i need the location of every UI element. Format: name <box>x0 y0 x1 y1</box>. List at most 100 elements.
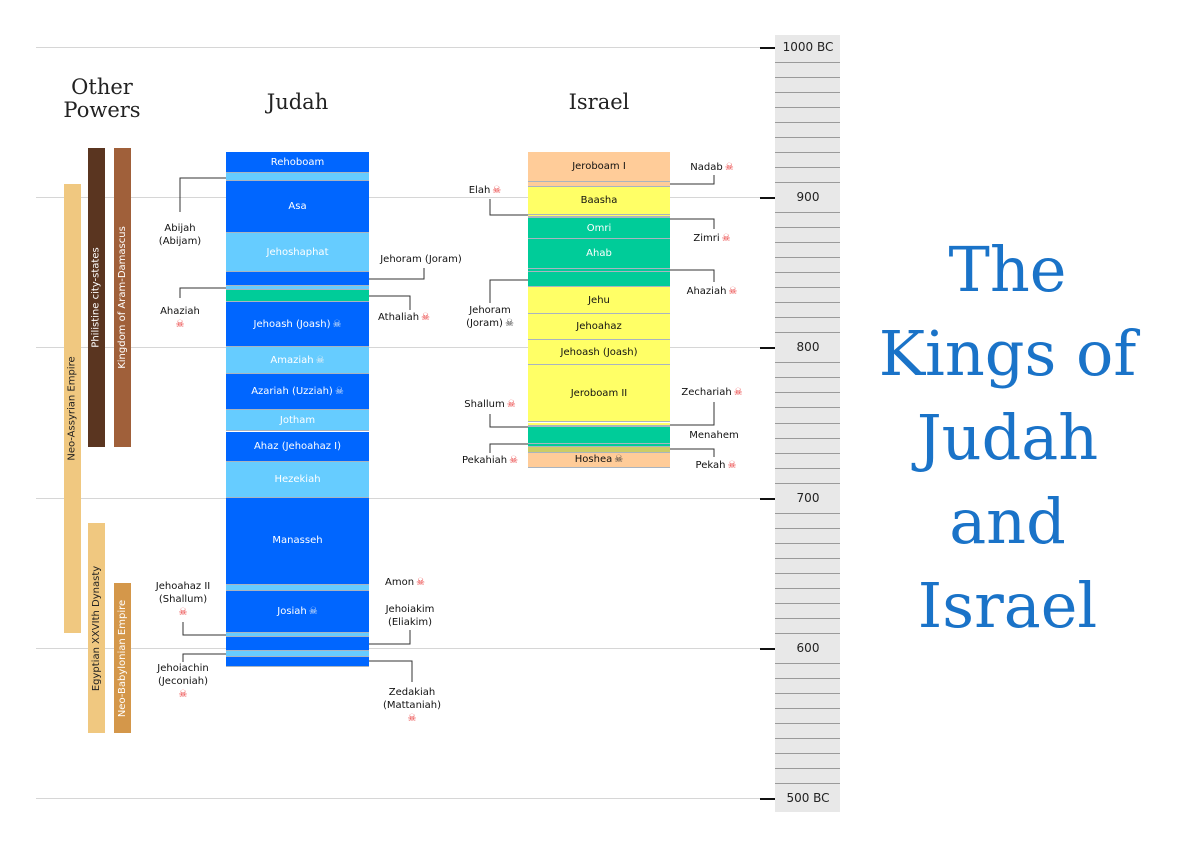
israel-reign-segment: Jeroboam I <box>528 152 670 183</box>
connector-line <box>489 414 528 428</box>
skull-icon: ☠ <box>614 454 624 466</box>
other-powers-header-line2: Powers <box>63 98 141 122</box>
king-name-line: Pekah ☠ <box>696 459 737 472</box>
minor-tick <box>775 182 840 183</box>
israel-reign-segment: Hoshea ☠ <box>528 452 670 468</box>
king-name-line: Zechariah ☠ <box>681 386 742 399</box>
king-name-line: Jehoiakim <box>386 603 435 616</box>
external-king-label: Shallum ☠ <box>464 398 515 411</box>
judah-reign-segment: Ahaz (Jehoahaz I) <box>226 431 369 462</box>
israel-reign-segment <box>528 443 670 447</box>
king-name: Ahaz (Jehoahaz I) <box>253 440 342 452</box>
skull-icon: ☠ <box>416 577 426 588</box>
skull-icon: ☠ <box>721 233 731 244</box>
judah-reign-segment: Jehoash (Joash) ☠ <box>226 302 369 348</box>
israel-reign-segment <box>528 216 670 219</box>
king-name: Jehoahaz <box>576 321 622 333</box>
judah-reign-segment <box>226 173 369 181</box>
power-bar: Kingdom of Aram-Damascus <box>114 147 131 447</box>
minor-tick <box>775 573 840 574</box>
minor-tick <box>775 543 840 544</box>
connector-line <box>369 268 425 280</box>
connector-line <box>369 295 411 310</box>
minor-tick <box>775 257 840 258</box>
king-name-line: Pekahiah ☠ <box>462 454 518 467</box>
king-name-line: (Joram) ☠ <box>466 317 514 330</box>
king-name: Shallum <box>464 399 505 410</box>
minor-tick <box>775 137 840 138</box>
israel-reign-segment <box>528 215 670 217</box>
connector-line <box>182 653 226 662</box>
minor-tick <box>775 92 840 93</box>
king-name: Athaliah <box>377 312 420 323</box>
king-name: Pekahiah <box>461 455 508 466</box>
israel-reign-segment: Ahab <box>528 239 670 270</box>
skull-icon: ☠ <box>308 605 318 617</box>
king-name: Elah <box>468 185 491 196</box>
judah-reign-segment: Azariah (Uzziah) ☠ <box>226 374 369 411</box>
king-name: Jehoiakim <box>385 604 435 615</box>
israel-reign-segment <box>528 422 670 426</box>
king-name: (Eliakim) <box>387 617 433 628</box>
gridline <box>36 798 760 799</box>
connector-line <box>179 177 226 212</box>
connector-line <box>489 199 528 216</box>
minor-tick <box>775 693 840 694</box>
king-name: (Shallum) <box>158 594 208 605</box>
skull-icon: ☠ <box>509 455 519 466</box>
israel-header: Israel <box>568 90 630 114</box>
king-name-line: Jehoiachin <box>157 662 208 675</box>
minor-tick <box>775 528 840 529</box>
king-name: Jehoram <box>469 305 511 316</box>
king-name: Baasha <box>580 194 618 206</box>
minor-tick <box>775 377 840 378</box>
king-name: Zedakiah <box>388 687 436 698</box>
skull-icon: ☠ <box>334 386 344 398</box>
minor-tick <box>775 227 840 228</box>
major-tick <box>760 498 775 500</box>
external-king-label: Pekahiah ☠ <box>462 454 518 467</box>
minor-tick <box>775 513 840 514</box>
connector-line <box>670 448 715 457</box>
gridline <box>36 648 760 649</box>
king-name: Hezekiah <box>274 473 321 485</box>
king-name-line: Elah ☠ <box>469 184 502 197</box>
minor-tick <box>775 302 840 303</box>
king-name: Omri <box>586 222 612 234</box>
external-king-label: Ahaziah ☠ <box>687 285 738 298</box>
minor-tick <box>775 438 840 439</box>
king-name: Manasseh <box>272 535 323 547</box>
minor-tick <box>775 468 840 469</box>
minor-tick <box>775 423 840 424</box>
minor-tick <box>775 663 840 664</box>
year-label: 600 <box>778 641 838 655</box>
judah-reign-segment <box>226 656 369 668</box>
minor-tick <box>775 768 840 769</box>
king-name: Menahem <box>689 430 739 441</box>
king-name: Jeroboam II <box>570 387 628 399</box>
king-name: Amaziah <box>270 354 314 366</box>
external-king-label: Pekah ☠ <box>696 459 737 472</box>
minor-tick <box>775 392 840 393</box>
connector-line <box>369 660 413 682</box>
minor-tick <box>775 242 840 243</box>
power-bar: Neo-Assyrian Empire <box>64 183 81 633</box>
minor-tick <box>775 783 840 784</box>
power-bar: Egyptian XXVIth Dynasty <box>88 523 105 734</box>
king-name-line: (Mattaniah) <box>383 699 441 712</box>
minor-tick <box>775 738 840 739</box>
king-name: Jehoshaphat <box>266 246 329 258</box>
skull-row: ☠ <box>383 712 441 725</box>
king-name-line: Jehoahaz II <box>156 580 210 593</box>
external-king-label: Jehoiachin (Jeconiah) ☠ <box>157 662 208 701</box>
king-name-line: (Jeconiah) <box>157 675 208 688</box>
other-powers-header: Other Powers <box>52 76 152 122</box>
israel-reign-segment: Jehoash (Joash) <box>528 339 670 366</box>
judah-reign-segment: Rehoboam <box>226 152 369 174</box>
skull-icon: ☠ <box>178 689 188 700</box>
skull-icon: ☠ <box>407 713 417 724</box>
title-line: Kings of <box>878 317 1137 390</box>
external-king-label: Zechariah ☠ <box>681 386 742 399</box>
